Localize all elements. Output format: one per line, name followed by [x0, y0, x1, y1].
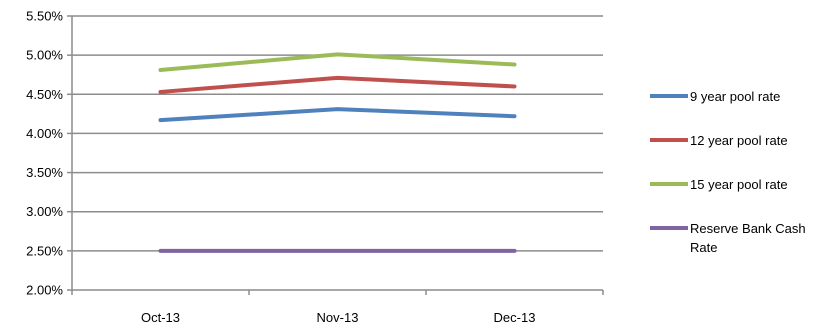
y-tick-label: 2.00%	[26, 283, 63, 298]
x-tick-label: Oct-13	[141, 310, 180, 325]
series-line	[158, 75, 517, 94]
y-tick-label: 2.50%	[26, 243, 63, 258]
y-tick-label: 4.00%	[26, 126, 63, 141]
series-line	[158, 107, 517, 123]
series-lines	[158, 52, 517, 253]
y-tick-label: 3.00%	[26, 204, 63, 219]
y-tick-label: 3.50%	[26, 165, 63, 180]
y-tick-label: 5.50%	[26, 9, 63, 24]
legend-label: Reserve Bank Cash Rate	[690, 221, 806, 255]
axes: 2.00% 2.50% 3.00% 3.50% 4.00% 4.50% 5.00% 5.50%…	[26, 9, 604, 325]
legend-label: 15 year pool rate	[690, 177, 788, 192]
y-tick-label: 5.00%	[26, 48, 63, 63]
y-tick-label: 4.50%	[26, 87, 63, 102]
x-tick-label: Nov-13	[317, 310, 359, 325]
x-tick-label: Dec-13	[494, 310, 536, 325]
legend-label: 12 year pool rate	[690, 133, 788, 148]
legend: 9 year pool rate 12 year pool rate 15 year…	[650, 89, 806, 255]
series-line	[158, 52, 517, 73]
legend-label: 9 year pool rate	[690, 89, 780, 104]
